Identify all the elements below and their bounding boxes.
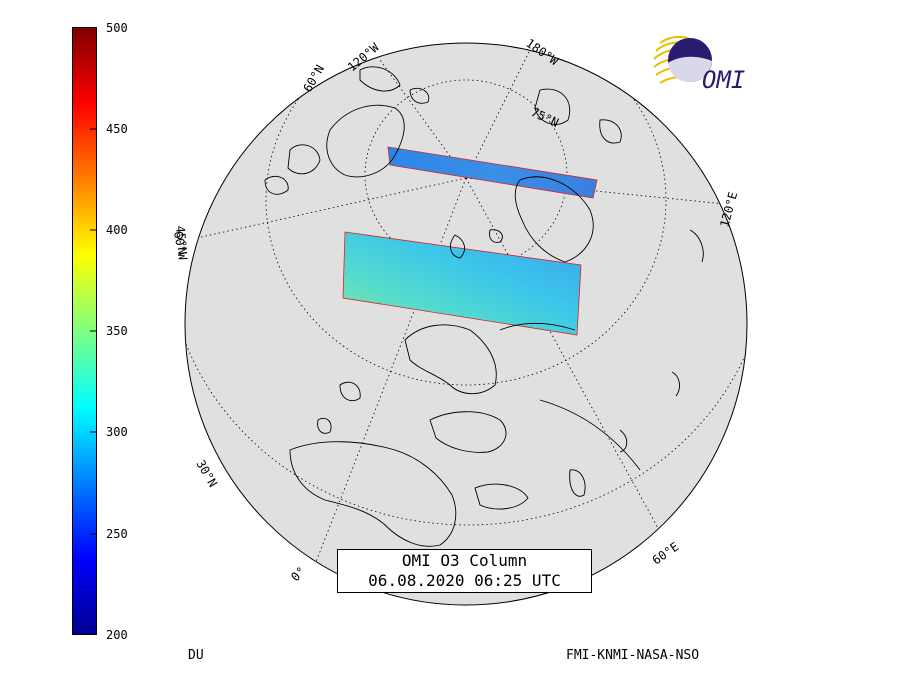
graticule-meridian-180 bbox=[465, 49, 531, 179]
unit-label: DU bbox=[188, 648, 204, 663]
map-title: OMI O3 Column bbox=[401, 551, 528, 570]
colorbar-tick-350: 350 bbox=[106, 324, 128, 338]
colorbar-tick-500: 500 bbox=[106, 21, 128, 35]
label-lat-45n: 45°N bbox=[173, 225, 189, 255]
graticule-meridian-0 bbox=[304, 177, 467, 591]
ozone-swath-lower bbox=[342, 231, 582, 336]
colorbar-tick-400: 400 bbox=[106, 223, 128, 237]
label-lon-0: 0° bbox=[288, 564, 308, 584]
graticule-meridian-120w bbox=[379, 59, 467, 179]
colorbar-tick-300: 300 bbox=[106, 425, 128, 439]
coastline-europe bbox=[289, 441, 457, 547]
map-timestamp: 06.08.2020 06:25 UTC bbox=[368, 571, 561, 590]
colorbar-tick-450: 450 bbox=[106, 122, 128, 136]
credit-label: FMI-KNMI-NASA-NSO bbox=[566, 648, 700, 663]
label-lon-120e: 120°E bbox=[717, 190, 740, 229]
omi-logo-text: OMI bbox=[702, 66, 745, 94]
colorbar bbox=[72, 27, 97, 635]
label-lat-30n: 30°N bbox=[193, 458, 220, 490]
coastline-greenland bbox=[326, 104, 405, 178]
coastline-scandinavia bbox=[404, 324, 497, 395]
globe-disc bbox=[184, 42, 748, 606]
omi-logo: OMI bbox=[653, 35, 745, 94]
coastline-black-sea bbox=[474, 483, 529, 510]
graticule-lat-60 bbox=[265, 43, 667, 386]
colorbar-tick-250: 250 bbox=[106, 527, 128, 541]
graticule-meridian-60e bbox=[465, 177, 671, 551]
label-lon-60w: 60°W bbox=[171, 230, 190, 262]
map-title-box: OMI O3 Column 06.08.2020 06:25 UTC bbox=[337, 549, 592, 593]
coastline-north-america bbox=[514, 176, 594, 263]
colorbar-tick-200: 200 bbox=[106, 628, 128, 642]
label-lon-60e: 60°E bbox=[650, 539, 682, 567]
ozone-swath-upper bbox=[387, 146, 598, 199]
